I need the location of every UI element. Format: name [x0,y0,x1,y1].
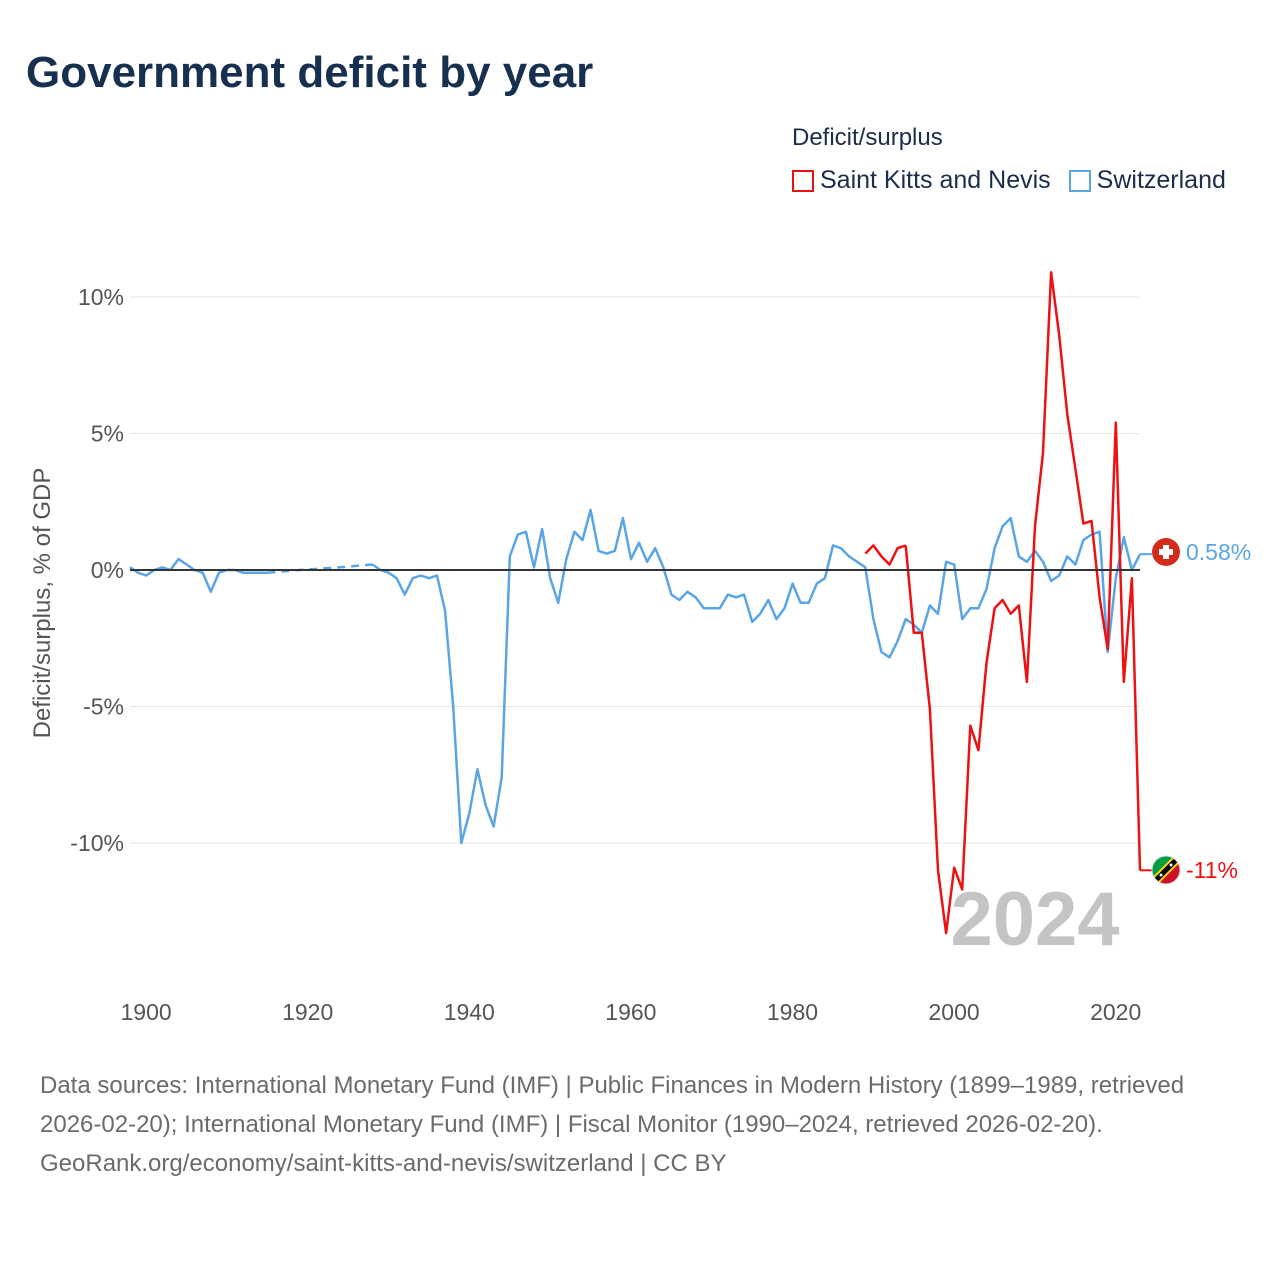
legend-label-saint-kitts-and-nevis: Saint Kitts and Nevis [820,166,1051,194]
legend-swatch-switzerland [1068,169,1091,192]
x-tick-label: 2000 [928,999,979,1025]
legend-label-switzerland: Switzerland [1096,166,1226,194]
y-tick-label: -5% [83,694,124,720]
series-line-switzerland[interactable] [129,557,268,594]
y-axis-label: Deficit/surplus, % of GDP [29,468,56,739]
x-tick-label: 1900 [120,999,171,1025]
x-tick-label: 2020 [1090,999,1141,1025]
footer: Data sources: International Monetary Fun… [40,1066,1240,1183]
x-tick-label: 1940 [444,999,495,1025]
switzerland-flag-icon [1152,538,1180,566]
x-tick-label: 1960 [605,999,656,1025]
line-chart: 10% 5% 0% -5% -10% 1900 1920 1940 1960 1980 2000 20… [29,271,1251,1025]
attribution-link[interactable]: GeoRank.org/economy/saint-kitts-and-nevi… [40,1150,727,1177]
legend-item-switzerland[interactable]: Switzerland [1068,166,1226,195]
legend: Deficit/surplus Saint Kitts and Nevis Sw… [792,124,1226,195]
end-label-saint-kitts-and-nevis: -11% [1186,857,1238,883]
x-tick-label: 1920 [282,999,333,1025]
data-sources: Data sources: International Monetary Fun… [40,1072,1185,1138]
series-layer [129,271,1152,935]
y-tick-label: 5% [91,421,124,447]
legend-item-saint-kitts-and-nevis[interactable]: Saint Kitts and Nevis [792,166,1051,195]
y-tick-label: -10% [70,830,124,856]
grid-layer [130,296,1140,844]
chart-title: Government deficit by year [26,48,594,97]
tick-layer: 10% 5% 0% -5% -10% 1900 1920 1940 1960 1980 2000 20… [70,284,1141,1025]
legend-title: Deficit/surplus [792,124,943,151]
y-tick-label: 10% [78,284,124,310]
series-line-switzerland[interactable] [267,563,373,574]
x-tick-label: 1980 [767,999,818,1025]
year-watermark: 2024 [950,877,1119,962]
series-line-saint-kitts-and-nevis[interactable] [864,544,907,566]
series-line-switzerland[interactable] [371,508,1142,845]
y-tick-label: 0% [91,557,124,583]
end-label-switzerland: 0.58% [1186,539,1251,565]
legend-swatch-saint-kitts-and-nevis [792,169,814,192]
series-line-saint-kitts-and-nevis[interactable] [904,271,1142,935]
saint-kitts-and-nevis-flag-icon [1151,855,1181,885]
